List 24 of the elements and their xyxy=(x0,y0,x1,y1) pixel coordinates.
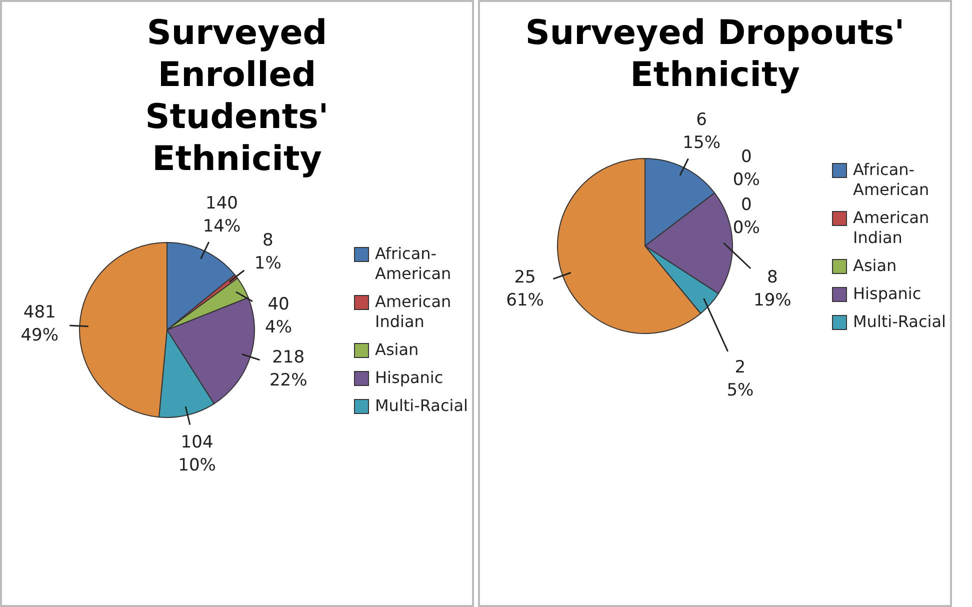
data-label: 40 4% xyxy=(265,294,292,338)
text: 0 0% xyxy=(732,195,760,238)
data-label: 104 10% xyxy=(178,432,216,476)
data-label: 481 49% xyxy=(20,302,59,346)
legend-label: African-American xyxy=(375,244,452,284)
data-label: 8 19% xyxy=(754,268,792,311)
legend-label: Hispanic xyxy=(853,284,922,304)
data-label: 8 1% xyxy=(254,230,282,274)
legend-label: American Indian xyxy=(853,208,930,248)
legend-label: African-American xyxy=(853,160,930,200)
data-label: 218 22% xyxy=(269,348,308,391)
legend-label: Multi-Racial xyxy=(375,396,468,416)
data-label: 140 14% xyxy=(202,193,241,236)
data-label: 6 15% xyxy=(682,110,720,154)
legend-label: Hispanic xyxy=(375,368,444,388)
text: 0 0% xyxy=(732,147,760,190)
chart-title: Surveyed Dropouts' Ethnicity xyxy=(524,12,906,96)
legend-label: Asian xyxy=(853,256,897,276)
data-label: 2 5% xyxy=(726,357,754,400)
data-label: 25 61% xyxy=(506,268,544,311)
legend-label: Multi-Racial xyxy=(853,312,946,332)
legend-label: American Indian xyxy=(375,292,452,332)
legend-label: Asian xyxy=(375,340,419,360)
chart-title: Surveyed Enrolled Students' Ethnicity xyxy=(144,12,330,180)
